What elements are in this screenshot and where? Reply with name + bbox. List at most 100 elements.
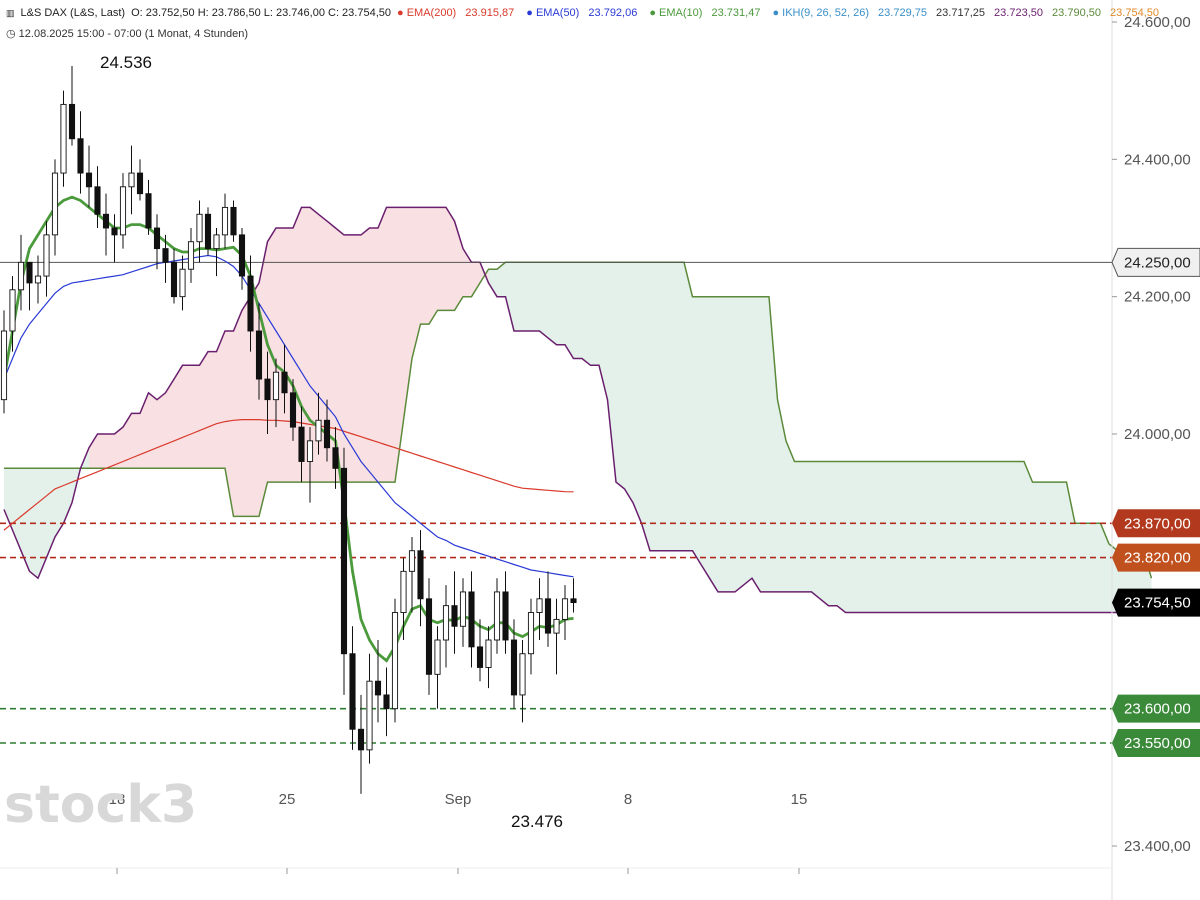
candle-body	[68, 103, 76, 140]
ichimoku-cloud	[3, 206, 1153, 614]
candle-body	[77, 138, 84, 174]
ikh-value-tenkan: 23.729,75	[878, 7, 927, 19]
candles	[0, 65, 577, 794]
price-tag-bg	[1111, 247, 1200, 277]
cloud-bearish	[89, 207, 489, 517]
ema200-legend[interactable]: ● EMA(200) 23.915,87	[397, 7, 515, 19]
candle-body	[400, 570, 407, 613]
ikh-value-span-a: 23.790,50	[1052, 7, 1101, 19]
candle-body	[128, 172, 135, 188]
candle-body	[94, 186, 101, 215]
ikh-label: IKH(9, 26, 52, 26)	[782, 7, 869, 19]
senkou-span-b-line	[3, 206, 1152, 614]
candle-body	[468, 591, 475, 648]
candle-body	[0, 330, 8, 401]
candle-body	[561, 598, 569, 620]
clock-icon: ◷	[6, 28, 16, 40]
ema200-label: EMA(200)	[406, 7, 457, 19]
price-tick-label: 24.200,00	[1124, 289, 1191, 306]
ema50-legend[interactable]: ● EMA(50) 23.792,06	[526, 7, 638, 19]
candle-body	[221, 206, 229, 236]
chart-header: ▥ L&S DAX (L&S, Last) O: 23.752,50 H: 23.7…	[6, 7, 1171, 19]
ikh-legend[interactable]: ● IKH(9, 26, 52, 26) 23.729,75 23.717,25…	[772, 7, 1159, 19]
chart-type-icon[interactable]: ▥	[6, 8, 15, 18]
time-axis[interactable]: 18 25 Sep 8 15	[109, 791, 808, 874]
candle-body	[102, 213, 110, 229]
time-tick-label: 15	[791, 791, 808, 808]
price-levels	[0, 261, 1112, 744]
price-tags: 24.250,00 23.870,00 23.820,00 23.600,00 23.5…	[1111, 247, 1200, 757]
candle-body	[442, 605, 450, 641]
ema50-label: EMA(50)	[535, 7, 580, 19]
watermark: stock3	[4, 775, 197, 835]
candle-body	[425, 598, 433, 675]
candle-body	[170, 261, 178, 298]
candle-body	[289, 392, 297, 428]
low-annotation: 23.476	[511, 812, 563, 831]
candle-body	[213, 234, 220, 250]
candle-body	[136, 172, 144, 195]
indicator-lines	[2, 195, 574, 663]
candle-body	[111, 227, 118, 236]
price-tag-3-bg	[1112, 694, 1200, 723]
candle-body	[570, 598, 577, 604]
candle-body	[527, 612, 535, 655]
candle-body	[434, 639, 441, 675]
candle-body	[451, 605, 458, 627]
ikh-value-span-b: 23.723,50	[994, 7, 1043, 19]
candle-body	[459, 591, 467, 627]
price-tag-2-bg	[1112, 543, 1200, 572]
high-annotation: 24.536	[100, 53, 152, 72]
ema10-value: 23.731,47	[711, 7, 761, 19]
candle-body	[374, 680, 382, 696]
candle-body	[230, 206, 237, 236]
candle-body	[493, 591, 501, 641]
candle-body	[60, 103, 67, 174]
ema200-value: 23.915,87	[465, 7, 515, 19]
candle-body	[272, 371, 280, 401]
cloud-bullish	[4, 447, 89, 579]
candle-body	[255, 330, 263, 380]
candle-body	[17, 261, 25, 291]
candle-body	[544, 598, 552, 634]
candle-body	[417, 550, 424, 600]
ohlc-values: O: 23.752,50 H: 23.786,50 L: 23.746,00 C…	[131, 7, 391, 19]
price-tick-label: 24.600,00	[1124, 14, 1191, 31]
candle-body	[196, 213, 203, 243]
candle-body	[34, 275, 42, 284]
time-tick-label: 25	[279, 791, 296, 808]
candle-body	[153, 227, 161, 250]
cloud-bullish	[488, 262, 1152, 613]
candle-body	[179, 268, 186, 298]
symbol-name[interactable]: L&S DAX (L&S, Last)	[20, 7, 126, 19]
candle-body	[43, 234, 50, 277]
datetime-range: 12.08.2025 15:00 - 07:00	[18, 28, 142, 40]
candle-body	[51, 172, 59, 236]
candle-body	[536, 598, 543, 613]
price-tag-1-text: 23.870,00	[1124, 515, 1191, 532]
candle-body	[510, 639, 518, 696]
candle-body	[502, 591, 509, 641]
ema10-legend[interactable]: ● EMA(10) 23.731,47	[649, 7, 761, 19]
candle-body	[26, 261, 33, 284]
candle-body	[204, 213, 212, 250]
price-axis[interactable]: 24.600,00 24.400,00 24.200,00 24.000,00 23.4…	[1112, 14, 1191, 855]
candle-body	[162, 248, 169, 263]
ema50-value: 23.792,06	[588, 7, 638, 19]
candle-body	[298, 426, 305, 462]
candle-body	[366, 680, 373, 751]
price-tick-label: 23.400,00	[1124, 838, 1191, 855]
ema10-line	[2, 195, 574, 663]
candle-body	[323, 419, 331, 449]
candle-body	[145, 193, 152, 229]
candle-body	[315, 419, 322, 442]
candle-body	[349, 653, 356, 730]
price-tick-label: 24.400,00	[1124, 151, 1191, 168]
candle-body	[281, 371, 288, 394]
candle-body	[408, 550, 416, 572]
price-tag-2-text: 23.820,00	[1124, 550, 1191, 567]
candle-body	[391, 612, 399, 710]
candle-body	[485, 639, 492, 668]
time-tick-label: 8	[624, 791, 632, 808]
